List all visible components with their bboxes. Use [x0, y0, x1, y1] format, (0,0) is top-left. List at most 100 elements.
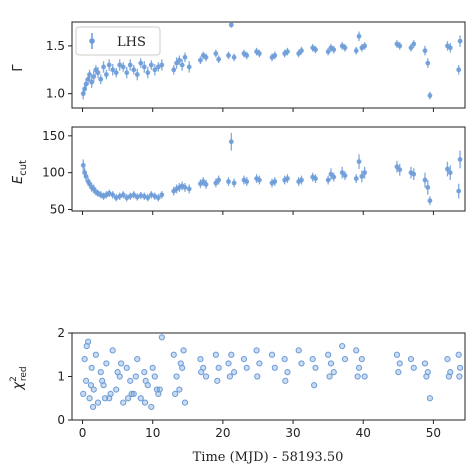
data-point	[171, 67, 177, 73]
data-point	[342, 45, 348, 51]
data-point	[90, 386, 97, 393]
data-point	[170, 351, 177, 358]
data-point	[82, 377, 90, 384]
data-point	[425, 60, 431, 66]
data-point	[131, 67, 137, 73]
data-point	[110, 67, 116, 73]
data-point	[87, 72, 92, 77]
data-point	[268, 351, 276, 358]
data-point	[198, 369, 205, 376]
data-point	[240, 356, 248, 363]
data-point	[339, 342, 346, 350]
data-point	[299, 177, 304, 183]
data-point	[353, 176, 359, 181]
legend-box	[75, 26, 161, 56]
data-point	[356, 33, 362, 39]
data-point	[295, 347, 302, 354]
ylabel-chi2-sub: red	[19, 366, 29, 381]
data-point	[425, 185, 431, 190]
panel-chi2-xticks: 0 10 20 30 40 50	[79, 420, 441, 440]
data-point	[422, 48, 428, 54]
ytick-label: 100	[42, 166, 65, 180]
data-point	[213, 51, 219, 56]
data-point	[231, 180, 237, 186]
data-point	[393, 351, 401, 358]
data-point	[131, 192, 137, 198]
data-point	[134, 356, 141, 363]
data-point	[91, 74, 97, 79]
data-point	[89, 403, 97, 411]
data-point	[87, 382, 95, 389]
data-point	[444, 356, 451, 363]
data-point	[83, 81, 89, 87]
data-point	[243, 364, 250, 371]
data-point	[228, 139, 234, 145]
data-point	[228, 22, 234, 28]
data-point	[341, 356, 349, 363]
data-point	[179, 62, 185, 68]
data-point	[141, 64, 147, 70]
data-point	[445, 373, 452, 380]
data-point	[158, 334, 165, 341]
xlabel: Time (MJD) - 58193.50	[193, 450, 344, 465]
data-point	[311, 382, 318, 389]
ylabel-chi2-sup: 2	[9, 376, 19, 382]
data-point	[354, 373, 361, 380]
data-point	[132, 373, 139, 380]
data-point	[272, 53, 278, 58]
data-point	[202, 373, 210, 380]
data-point	[298, 360, 305, 367]
data-point	[110, 192, 116, 198]
xtick-label: 20	[215, 426, 230, 440]
data-point	[299, 48, 304, 54]
data-point	[313, 176, 318, 181]
data-point	[109, 347, 116, 354]
ytick-label: 0	[57, 413, 65, 427]
data-point	[142, 377, 149, 384]
ytick-label: 150	[42, 129, 65, 143]
data-point	[421, 360, 429, 367]
data-point	[422, 177, 428, 183]
data-point	[457, 38, 463, 44]
data-point	[408, 45, 414, 51]
data-point	[127, 377, 134, 384]
data-point	[331, 47, 337, 53]
xtick-label: 50	[426, 426, 441, 440]
data-point	[411, 41, 417, 47]
data-point	[113, 386, 120, 393]
data-point	[159, 192, 165, 198]
data-point	[83, 173, 89, 179]
data-point	[86, 395, 93, 402]
data-point	[407, 356, 415, 363]
ylabel-ecut-wrapper: Ecut	[11, 160, 29, 184]
data-point	[101, 395, 109, 402]
data-point	[125, 395, 132, 402]
data-point	[455, 351, 462, 358]
data-point	[141, 369, 148, 376]
data-point	[226, 373, 234, 380]
data-point	[410, 364, 417, 371]
data-point	[253, 347, 260, 354]
data-point	[226, 179, 231, 184]
panel-ecut: 50 100 150 Ecut	[11, 126, 466, 217]
ylabel-ecut-main: E	[11, 175, 26, 184]
data-point	[216, 177, 222, 183]
panel-chi2-ylabel: χ2red	[9, 366, 29, 390]
data-point	[254, 373, 261, 380]
panel-chi2: 012 0 10 20 30 40 50 χ2red Time (MJD) - 58193…	[9, 326, 466, 465]
data-point	[80, 162, 86, 168]
data-point	[362, 170, 368, 176]
data-point	[128, 390, 135, 397]
data-point	[423, 373, 430, 380]
data-point	[155, 195, 161, 201]
data-point	[138, 60, 144, 66]
data-point	[327, 360, 335, 367]
data-point	[149, 364, 156, 371]
panel-gamma-ylabel: Γ	[11, 64, 26, 72]
data-point	[285, 176, 290, 181]
ylabel-gamma: Γ	[11, 64, 26, 72]
data-point	[325, 49, 331, 55]
data-point	[88, 364, 95, 371]
data-point	[281, 356, 288, 363]
data-point	[113, 70, 119, 76]
